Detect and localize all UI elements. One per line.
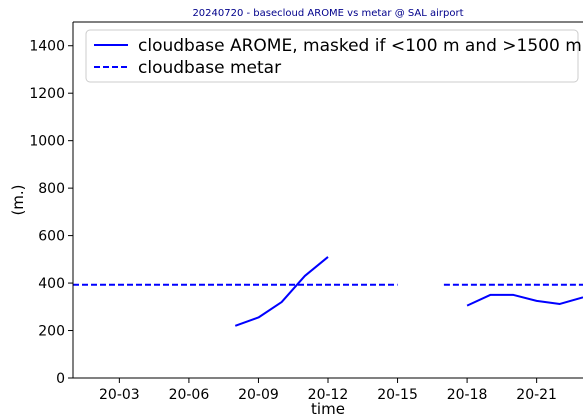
- x-axis-title: time: [311, 400, 345, 418]
- y-tick-label: 800: [38, 181, 65, 197]
- chart-title: 20240720 - basecloud AROME vs metar @ SA…: [192, 8, 463, 19]
- plot-area: [73, 256, 583, 327]
- y-tick-label: 400: [38, 276, 65, 292]
- series-0-line-segment-1: [466, 293, 583, 307]
- y-tick-label: 200: [38, 324, 65, 340]
- series-layer: [73, 256, 583, 327]
- y-tick-label: 600: [38, 229, 65, 245]
- legend-box: [85, 29, 579, 83]
- x-tick-label: 20-21: [516, 387, 557, 403]
- axes: 0 200 400 600 800 1000 1200 1400 20-03 20-06 20-09…: [29, 21, 583, 403]
- x-tick-label: 20-12: [308, 387, 349, 403]
- x-tick-label: 20-15: [377, 387, 418, 403]
- y-tick-label: 0: [56, 371, 65, 387]
- x-tick-label: 20-03: [99, 387, 140, 403]
- x-tick-label: 20-06: [169, 387, 210, 403]
- y-axis-title: (m.): [9, 184, 27, 215]
- legend-label-0: cloudbase AROME, masked if <100 m and >1…: [138, 36, 582, 56]
- y-tick-label: 1400: [29, 39, 65, 55]
- legend-label-1: cloudbase metar: [138, 58, 281, 78]
- series-0-line-segment-0: [234, 256, 329, 327]
- x-tick-label: 20-18: [447, 387, 488, 403]
- y-tick-label: 1200: [29, 86, 65, 102]
- legend: cloudbase AROME, masked if <100 m and >1…: [85, 29, 582, 83]
- y-tick-label: 1000: [29, 134, 65, 150]
- x-tick-label: 20-09: [238, 387, 279, 403]
